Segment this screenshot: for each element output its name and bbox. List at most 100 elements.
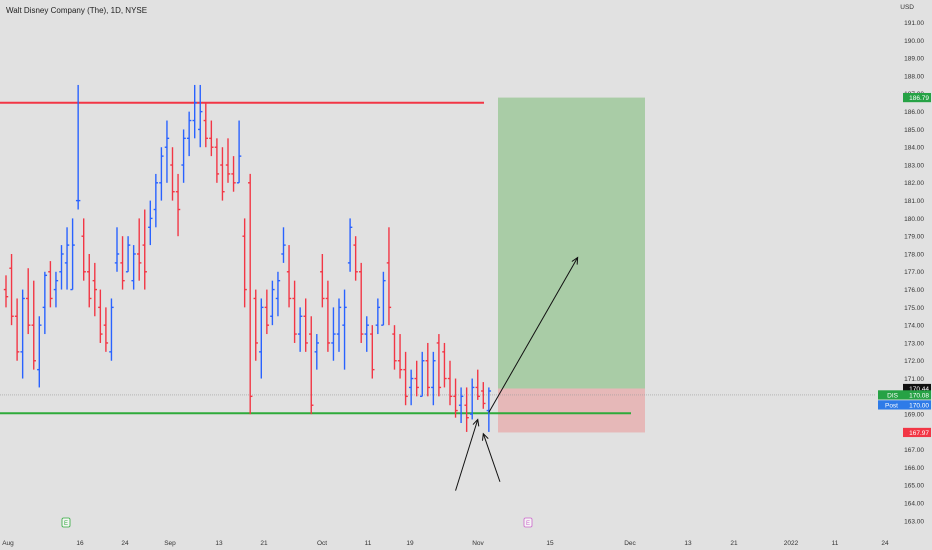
ohlc-bar (336, 298, 342, 352)
time-axis[interactable]: Aug 16 24 Sep 13 21 Oct 11 19 Nov 15 Dec 13 21 2022 11 2… (2, 517, 889, 547)
price-tick-label: 186.00 (904, 109, 924, 116)
earnings-marker[interactable]: E (61, 517, 71, 528)
earnings-marker[interactable]: E (523, 517, 533, 528)
time-tick-label: Aug (2, 540, 14, 547)
stop-zone[interactable] (498, 388, 645, 433)
time-tick-label: 2022 (784, 540, 799, 547)
time-tick-label: 15 (546, 540, 554, 547)
ohlc-bar (403, 351, 408, 406)
ohlc-bar (142, 209, 147, 290)
time-tick-label: 21 (260, 540, 268, 547)
ohlc-bar (286, 245, 292, 308)
ohlc-bar (148, 200, 153, 246)
time-tick-label: 19 (406, 540, 414, 547)
ohlc-bar (203, 102, 208, 148)
ohlc-bar (31, 280, 36, 370)
price-tag: Post 170.00 (878, 400, 931, 410)
arrow-shaft (455, 419, 479, 491)
ohlc-bar (170, 147, 175, 201)
ohlc-bar (375, 298, 381, 335)
ohlc-bar (153, 173, 159, 228)
price-tick-label: 167.00 (904, 447, 924, 454)
ohlc-bar (370, 325, 375, 379)
ohlc-bar (275, 271, 281, 317)
ohlc-bar (364, 316, 369, 352)
ohlc-bar (470, 378, 475, 420)
price-tag-label-bg (878, 390, 903, 400)
pointer-arrow-1[interactable] (455, 418, 480, 491)
ohlc-bar (242, 218, 247, 308)
price-tick-label: 182.00 (904, 180, 924, 187)
ohlc-bar (281, 227, 286, 263)
price-tick-label: 178.00 (904, 251, 924, 258)
price-tick-label: 191.00 (904, 20, 924, 27)
ohlc-bar (87, 253, 92, 308)
ohlc-bar (397, 334, 403, 379)
price-tag-value: 167.97 (909, 430, 929, 437)
ohlc-bar (253, 289, 258, 361)
arrow-shaft (482, 433, 501, 482)
ohlc-bar (420, 351, 425, 398)
time-tick-label: 13 (215, 540, 223, 547)
time-tick-label: 16 (76, 540, 84, 547)
price-tag-label: Post (885, 402, 898, 409)
price-tick-label: 184.00 (904, 145, 924, 152)
ohlc-bar (442, 342, 447, 388)
ohlc-bar (381, 271, 386, 326)
price-tick-label: 169.00 (904, 412, 924, 419)
arrow-head (481, 432, 489, 441)
ohlc-bar (125, 236, 131, 273)
ohlc-bar (81, 218, 86, 281)
ohlc-bar (236, 120, 242, 184)
time-tick-label: Dec (624, 540, 636, 547)
time-tick-label: Nov (472, 540, 484, 547)
price-tick-label: 179.00 (904, 234, 924, 241)
target-zone[interactable] (498, 97, 645, 389)
ohlc-bar (408, 369, 414, 406)
price-tag-label-bg (878, 400, 903, 410)
ohlc-bar (347, 218, 353, 272)
trajectory-arrow[interactable] (488, 256, 579, 413)
ohlc-bar (325, 280, 331, 352)
price-tag-bg (903, 400, 931, 410)
ohlc-bar (159, 147, 164, 201)
price-tick-label: 183.00 (904, 162, 924, 169)
earnings-letter: E (526, 521, 530, 527)
price-tick-label: 172.00 (904, 358, 924, 365)
ohlc-bar (225, 138, 231, 183)
ohlc-bar (26, 268, 31, 335)
ohlc-bar (75, 84, 81, 210)
time-tick-label: Sep (164, 540, 176, 547)
arrow-head (571, 256, 579, 265)
ohlc-bar (259, 298, 264, 379)
ohlc-bar (392, 325, 397, 370)
ohlc-bar (192, 84, 197, 139)
ohlc-bar (48, 261, 53, 308)
ohlc-bar (59, 245, 64, 290)
ohlc-bar (64, 227, 70, 290)
ohlc-bar (309, 316, 314, 415)
position-zones[interactable] (498, 97, 645, 433)
ohlc-bar (42, 271, 48, 335)
drawn-arrows[interactable] (455, 256, 579, 491)
ohlc-bar (103, 307, 109, 352)
pointer-arrow-2[interactable] (481, 432, 501, 482)
ohlc-bar (181, 129, 186, 183)
ohlc-bar (164, 120, 170, 183)
ohlc-bar (231, 156, 236, 192)
ohlc-bar (436, 334, 442, 397)
ohlc-bar (414, 360, 419, 397)
ohlc-bar (20, 289, 25, 379)
price-tick-label: 181.00 (904, 198, 924, 205)
ohlc-bar (248, 173, 253, 415)
horizontal-lines[interactable] (0, 101, 631, 415)
price-tag-value: 186.79 (909, 95, 929, 102)
ohlc-bar (70, 218, 75, 291)
time-tick-label: Oct (317, 540, 327, 547)
ohlc-bar (297, 307, 303, 352)
price-tick-label: 185.00 (904, 127, 924, 134)
ohlc-bar (53, 271, 59, 308)
time-tick-label: 21 (730, 540, 738, 547)
price-tag-value: 170.00 (909, 402, 929, 409)
